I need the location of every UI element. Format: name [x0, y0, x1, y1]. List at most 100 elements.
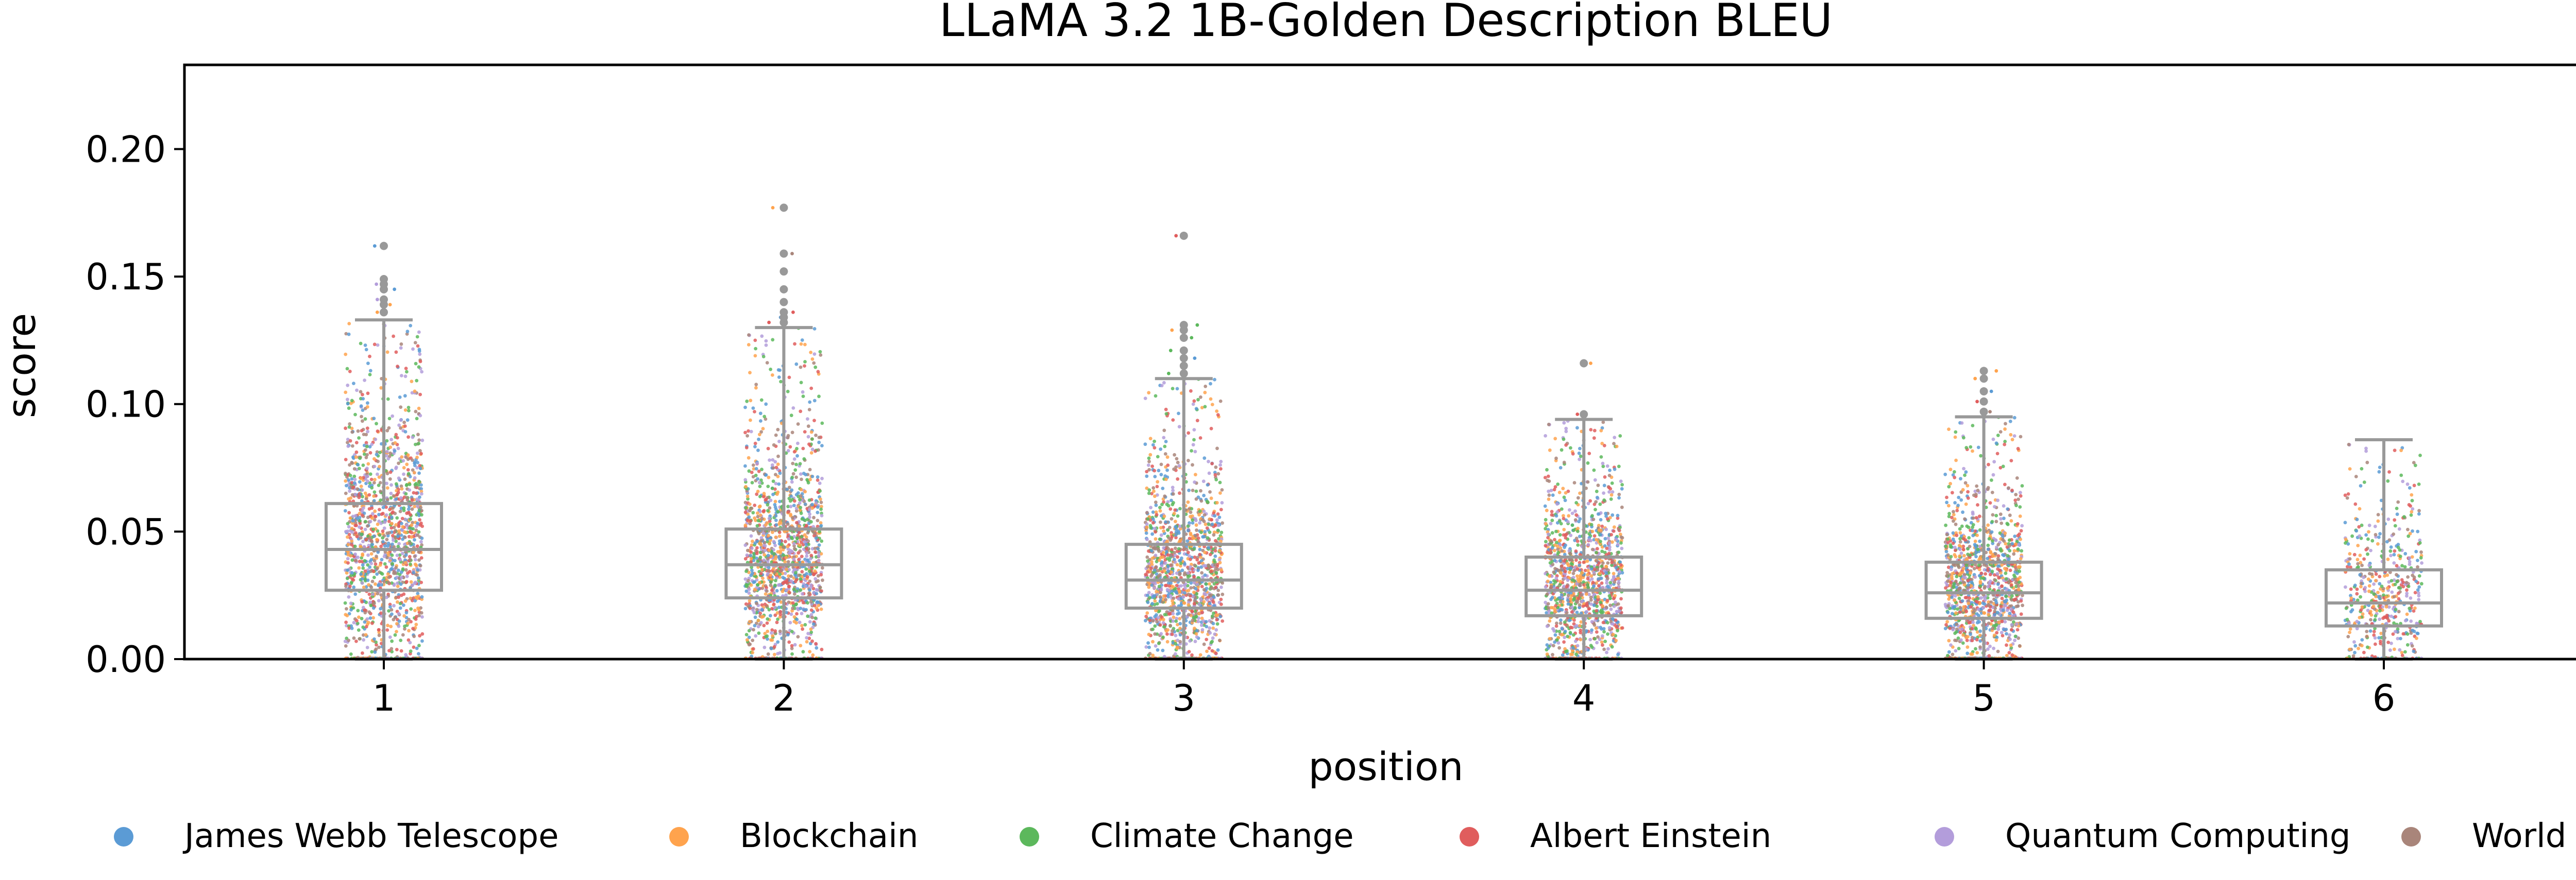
strip-point — [749, 557, 753, 561]
strip-point — [405, 330, 410, 334]
strip-point — [401, 567, 405, 571]
strip-point — [1211, 622, 1215, 626]
strip-point — [812, 352, 817, 356]
strip-point — [399, 639, 403, 642]
strip-point — [762, 624, 766, 628]
strip-point — [810, 357, 815, 361]
strip-point — [756, 559, 760, 563]
strip-point — [806, 481, 810, 485]
strip-point — [758, 485, 762, 488]
strip-point — [385, 428, 389, 433]
strip-point — [415, 646, 419, 650]
strip-point — [1584, 592, 1588, 596]
strip-point — [1145, 555, 1149, 559]
strip-point — [1217, 515, 1222, 519]
strip-point — [769, 367, 772, 371]
strip-point — [747, 429, 750, 433]
strip-point — [756, 519, 760, 523]
strip-point — [1203, 550, 1207, 555]
strip-point — [358, 511, 362, 515]
strip-point — [357, 615, 361, 619]
strip-point — [1598, 572, 1602, 576]
strip-point — [754, 383, 758, 387]
strip-point — [417, 330, 421, 334]
strip-point — [344, 479, 348, 483]
strip-point — [416, 460, 419, 464]
strip-point — [1207, 471, 1211, 475]
strip-point — [764, 473, 768, 477]
strip-point — [1151, 510, 1155, 514]
strip-point — [347, 626, 351, 630]
strip-point — [768, 523, 772, 526]
strip-point — [350, 461, 354, 465]
strip-point — [367, 610, 371, 614]
strip-point — [1590, 514, 1594, 518]
strip-point — [397, 612, 401, 616]
strip-point — [1599, 600, 1602, 605]
strip-point — [1618, 434, 1622, 438]
strip-point — [1619, 541, 1623, 545]
strip-point — [764, 497, 768, 501]
strip-point — [815, 588, 819, 592]
strip-point — [1218, 480, 1222, 485]
strip-point — [758, 433, 761, 437]
strip-point — [794, 462, 798, 467]
strip-point — [1174, 642, 1178, 646]
strip-point — [377, 475, 381, 479]
strip-point — [412, 634, 416, 639]
strip-point — [1205, 637, 1209, 642]
strip-point — [353, 493, 358, 496]
strip-point — [1144, 531, 1148, 535]
strip-point — [396, 491, 400, 494]
strip-point — [778, 629, 782, 633]
strip-point — [394, 467, 398, 471]
strip-point — [1545, 652, 1549, 656]
strip-point — [1589, 567, 1594, 571]
strip-point — [1213, 377, 1216, 382]
strip-point — [396, 545, 400, 548]
strip-point — [387, 520, 391, 523]
strip-point — [350, 626, 354, 630]
strip-point — [1219, 508, 1223, 511]
strip-point — [420, 370, 423, 374]
strip-point — [763, 602, 767, 606]
strip-point — [1613, 436, 1617, 439]
strip-point — [1175, 583, 1179, 588]
strip-point — [1193, 640, 1197, 644]
strip-point — [352, 636, 356, 640]
strip-point — [1166, 547, 1171, 551]
strip-point — [376, 522, 380, 526]
strip-point — [743, 523, 748, 527]
strip-point — [361, 392, 364, 396]
strip-point — [1215, 622, 1219, 626]
strip-point — [1186, 571, 1190, 575]
strip-point — [419, 506, 422, 509]
strip-point — [1219, 602, 1223, 606]
strip-point — [1167, 526, 1172, 529]
strip-point — [1573, 606, 1577, 610]
strip-point — [377, 599, 381, 602]
strip-point — [774, 433, 778, 437]
strip-point — [1617, 496, 1621, 500]
strip-point — [778, 557, 782, 561]
strip-point — [1162, 625, 1166, 629]
strip-point — [402, 472, 405, 476]
strip-point — [747, 635, 751, 640]
strip-point — [777, 530, 782, 534]
strip-point — [804, 473, 808, 477]
strip-point — [1580, 593, 1584, 597]
strip-point — [788, 620, 792, 625]
strip-point — [418, 564, 422, 568]
strip-point — [1170, 328, 1174, 332]
strip-point — [392, 525, 396, 529]
strip-point — [1154, 530, 1158, 534]
strip-point — [350, 481, 354, 485]
strip-point — [1607, 541, 1612, 545]
strip-point — [1214, 566, 1218, 571]
strip-point — [751, 571, 754, 575]
strip-point — [1162, 569, 1166, 573]
strip-point — [1189, 586, 1193, 590]
strip-point — [779, 568, 784, 572]
strip-point — [407, 629, 411, 633]
